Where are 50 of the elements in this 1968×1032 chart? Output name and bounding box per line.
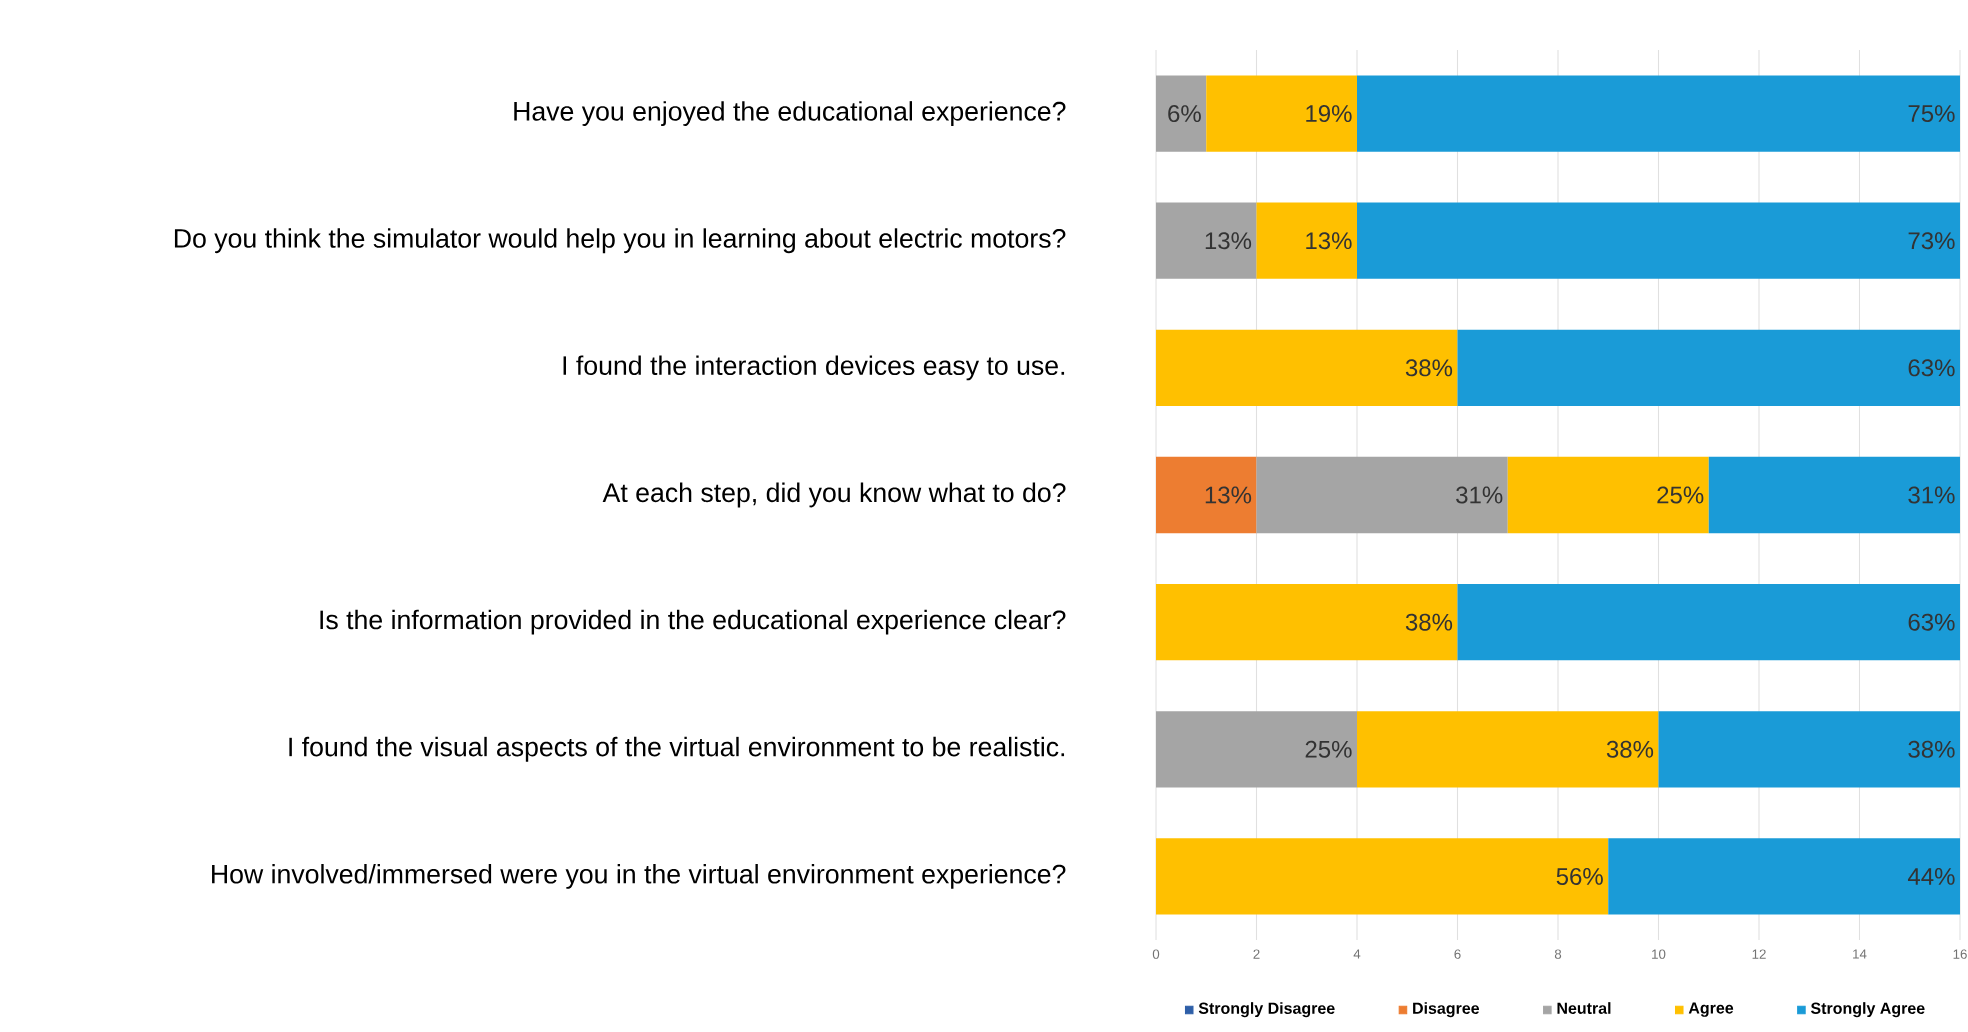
bar	[1357, 75, 1960, 152]
bar	[1256, 456, 1508, 534]
annotation: 31%	[1456, 486, 1503, 504]
y-tick-label: Do you think the simulator would help you in learning about electric motors?	[174, 228, 1066, 254]
annotation: 38%	[1908, 740, 1955, 758]
bar	[1156, 838, 1609, 915]
annotation: 75%	[1908, 105, 1955, 123]
bar	[1608, 838, 1960, 915]
legend-label: Strongly Disagree	[1198, 1002, 1335, 1018]
annotation: 13%	[1205, 486, 1252, 504]
annotation: 13%	[1205, 232, 1252, 250]
y-tick-label: Have you enjoyed the educational experience?	[514, 101, 1066, 126]
bar	[1156, 202, 1257, 279]
annotation: 13%	[1306, 232, 1352, 250]
y-tick-label: How involved/immersed were you in the virtual environment experience?	[212, 863, 1066, 889]
annotation: 63%	[1908, 613, 1955, 631]
annotation: 25%	[1657, 486, 1704, 504]
bar	[1156, 711, 1357, 788]
bar	[1357, 711, 1659, 788]
y-tick-label: Is the information provided in the educational experience clear?	[320, 609, 1066, 635]
bar	[1507, 456, 1709, 534]
annotation: 73%	[1908, 232, 1955, 250]
bar	[1457, 583, 1960, 661]
legend-label: Agree	[1688, 1002, 1734, 1017]
bar	[1206, 75, 1357, 152]
bar	[1658, 711, 1960, 788]
annotation: 19%	[1306, 105, 1352, 123]
legend-label: Strongly Agree	[1810, 1002, 1925, 1018]
bar	[1457, 329, 1960, 406]
legend-label: Neutral	[1557, 1002, 1611, 1014]
annotation: 31%	[1908, 486, 1955, 504]
annotation: 38%	[1606, 740, 1654, 758]
bar	[1256, 202, 1357, 279]
annotation: 63%	[1908, 359, 1955, 377]
bar	[1708, 456, 1960, 534]
annotation: 56%	[1556, 867, 1603, 885]
bar	[1156, 456, 1257, 534]
annotation: 25%	[1305, 740, 1352, 758]
bar	[1156, 75, 1207, 152]
annotation: 44%	[1907, 868, 1955, 885]
legend-label: Disagree	[1413, 1002, 1480, 1018]
annotation: 38%	[1405, 613, 1453, 631]
bar	[1156, 583, 1458, 661]
bar	[1156, 329, 1458, 406]
y-tick-label: I found the visual aspects of the virtual environment to be realistic.	[289, 736, 1065, 762]
annotation: 38%	[1405, 359, 1453, 377]
y-tick-label: At each step, did you know what to do?	[602, 482, 1066, 508]
y-tick-label: I found the interaction devices easy to use.	[563, 355, 1065, 381]
bar	[1357, 202, 1960, 279]
annotation: 6%	[1168, 105, 1201, 123]
